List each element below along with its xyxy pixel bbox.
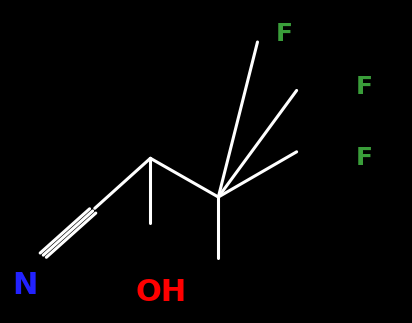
Text: F: F [276, 22, 293, 46]
Text: N: N [12, 271, 37, 300]
Text: F: F [356, 75, 373, 99]
Text: F: F [356, 146, 373, 170]
Text: OH: OH [135, 278, 186, 307]
